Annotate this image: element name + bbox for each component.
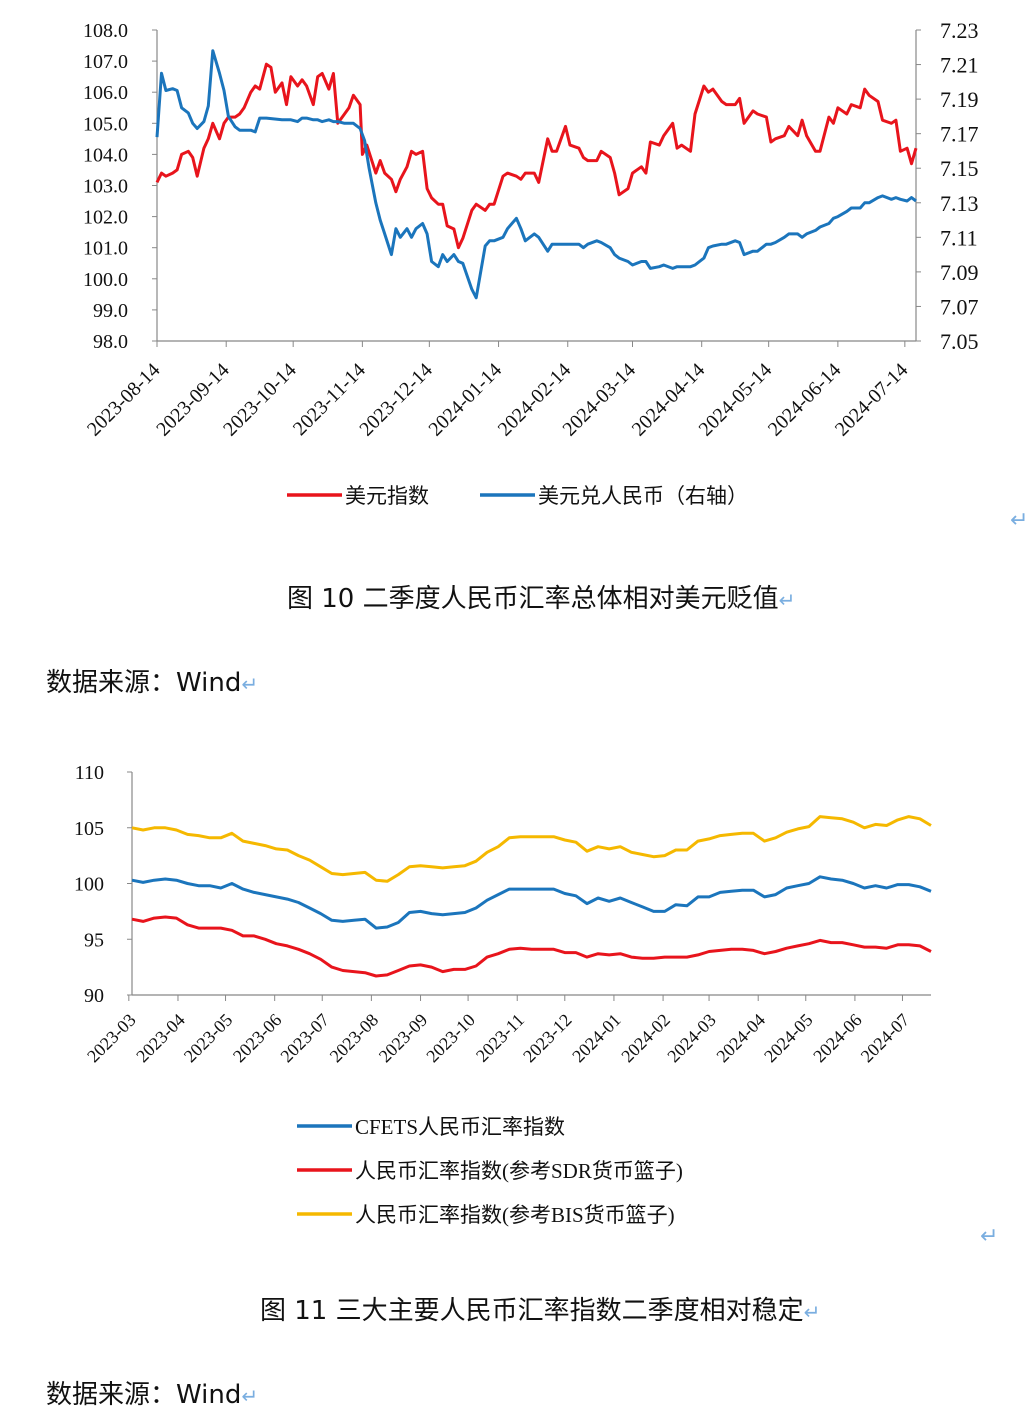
legend-label: 美元指数 <box>345 484 429 508</box>
x-tick-label: 2024-01 <box>568 1010 625 1067</box>
series-line-cfets <box>131 875 932 930</box>
x-tick-label: 2023-11 <box>472 1010 528 1066</box>
figure1-caption-prefix: 图 10 <box>287 584 355 614</box>
y-left-tick-label: 107.0 <box>83 51 128 73</box>
y-right-tick-label: 7.17 <box>940 122 979 147</box>
x-tick-label: 2024-06 <box>809 1010 866 1067</box>
figure2-source-text: 数据来源：Wind <box>46 1380 242 1410</box>
y-tick-label: 90 <box>84 985 104 1007</box>
series-line-sdr <box>131 915 932 978</box>
chart-dollar-index-vs-usdcny: 108.0 107.0 106.0 105.0 104.0 103.0 102.0 101.0… <box>83 18 979 508</box>
chart-rmb-index-comparison: 11010510095902023-032023-042023-052023-0… <box>74 762 932 1227</box>
y-left-tick-label: 98.0 <box>93 331 128 353</box>
y-right-tick-label: 7.19 <box>940 87 979 112</box>
return-mark: ↵ <box>778 588 796 612</box>
legend-label: CFETS人民币汇率指数 <box>355 1115 565 1139</box>
y-right-tick-label: 7.05 <box>940 329 979 354</box>
x-tick-label: 2024-02 <box>617 1010 674 1067</box>
y-right-tick-label: 7.23 <box>940 18 979 43</box>
x-tick-label: 2023-12 <box>519 1010 576 1067</box>
x-tick-label: 2024-05 <box>760 1010 817 1067</box>
x-tick-label: 2023-04 <box>132 1010 189 1067</box>
x-tick-label: 2024-04 <box>712 1010 769 1067</box>
x-tick-label: 2023-06 <box>229 1010 286 1067</box>
return-mark: ↵ <box>241 1384 259 1408</box>
figure1-source: 数据来源：Wind↵ <box>46 662 258 699</box>
y-tick-label: 105 <box>74 818 104 840</box>
x-tick-label: 2023-03 <box>83 1010 140 1067</box>
y-left-tick-label: 102.0 <box>83 207 128 229</box>
x-tick-label: 2024-07 <box>857 1010 914 1067</box>
y-right-tick-label: 7.21 <box>940 53 979 78</box>
y-right-tick-label: 7.11 <box>940 225 978 250</box>
figure1-caption: 图 10 二季度人民币汇率总体相对美元贬值↵ <box>287 578 795 615</box>
series-line-dollar-index <box>155 62 918 250</box>
figure2-caption: 图 11 三大主要人民币汇率指数二季度相对稳定↵ <box>260 1290 820 1327</box>
figure2-caption-text: 三大主要人民币汇率指数二季度相对稳定 <box>335 1296 804 1326</box>
x-tick-label: 2023-07 <box>276 1010 333 1067</box>
return-mark: ↵ <box>241 672 259 696</box>
y-tick-label: 95 <box>84 929 104 951</box>
figure2-source: 数据来源：Wind↵ <box>46 1374 258 1411</box>
return-mark: ↵ <box>803 1300 821 1324</box>
x-tick-label: 2023-05 <box>180 1010 237 1067</box>
y-tick-label: 110 <box>75 762 104 784</box>
y-left-tick-label: 103.0 <box>83 176 128 198</box>
x-tick-label: 2023-09 <box>375 1010 432 1067</box>
y-right-tick-label: 7.13 <box>940 191 979 216</box>
legend-label: 人民币汇率指数(参考SDR货币篮子) <box>355 1159 683 1183</box>
figure1-caption-text: 二季度人民币汇率总体相对美元贬值 <box>362 584 779 614</box>
y-right-tick-label: 7.15 <box>940 156 979 181</box>
y-left-tick-label: 99.0 <box>93 300 128 322</box>
y-left-tick-label: 108.0 <box>83 20 128 42</box>
return-mark: ↵ <box>980 1224 999 1249</box>
y-left-tick-label: 104.0 <box>83 144 128 166</box>
y-left-tick-label: 106.0 <box>83 82 128 104</box>
legend-label: 人民币汇率指数(参考BIS货币篮子) <box>355 1203 675 1227</box>
y-left-tick-label: 101.0 <box>83 238 128 260</box>
y-left-tick-label: 100.0 <box>83 269 128 291</box>
legend-label: 美元兑人民币（右轴） <box>538 484 748 508</box>
figure1-source-text: 数据来源：Wind <box>46 668 242 698</box>
y-left-tick-label: 105.0 <box>83 113 128 135</box>
x-tick-label: 2023-10 <box>422 1010 479 1067</box>
x-tick-label: 2023-08 <box>326 1010 383 1067</box>
series-line-bis <box>131 815 932 883</box>
y-right-tick-label: 7.07 <box>940 294 979 319</box>
return-mark: ↵ <box>1010 508 1029 533</box>
y-tick-label: 100 <box>74 874 104 896</box>
y-right-tick-label: 7.09 <box>940 260 979 285</box>
figure2-caption-prefix: 图 11 <box>260 1296 328 1326</box>
x-tick-label: 2024-03 <box>663 1010 720 1067</box>
series-line-usdcny <box>155 49 917 300</box>
